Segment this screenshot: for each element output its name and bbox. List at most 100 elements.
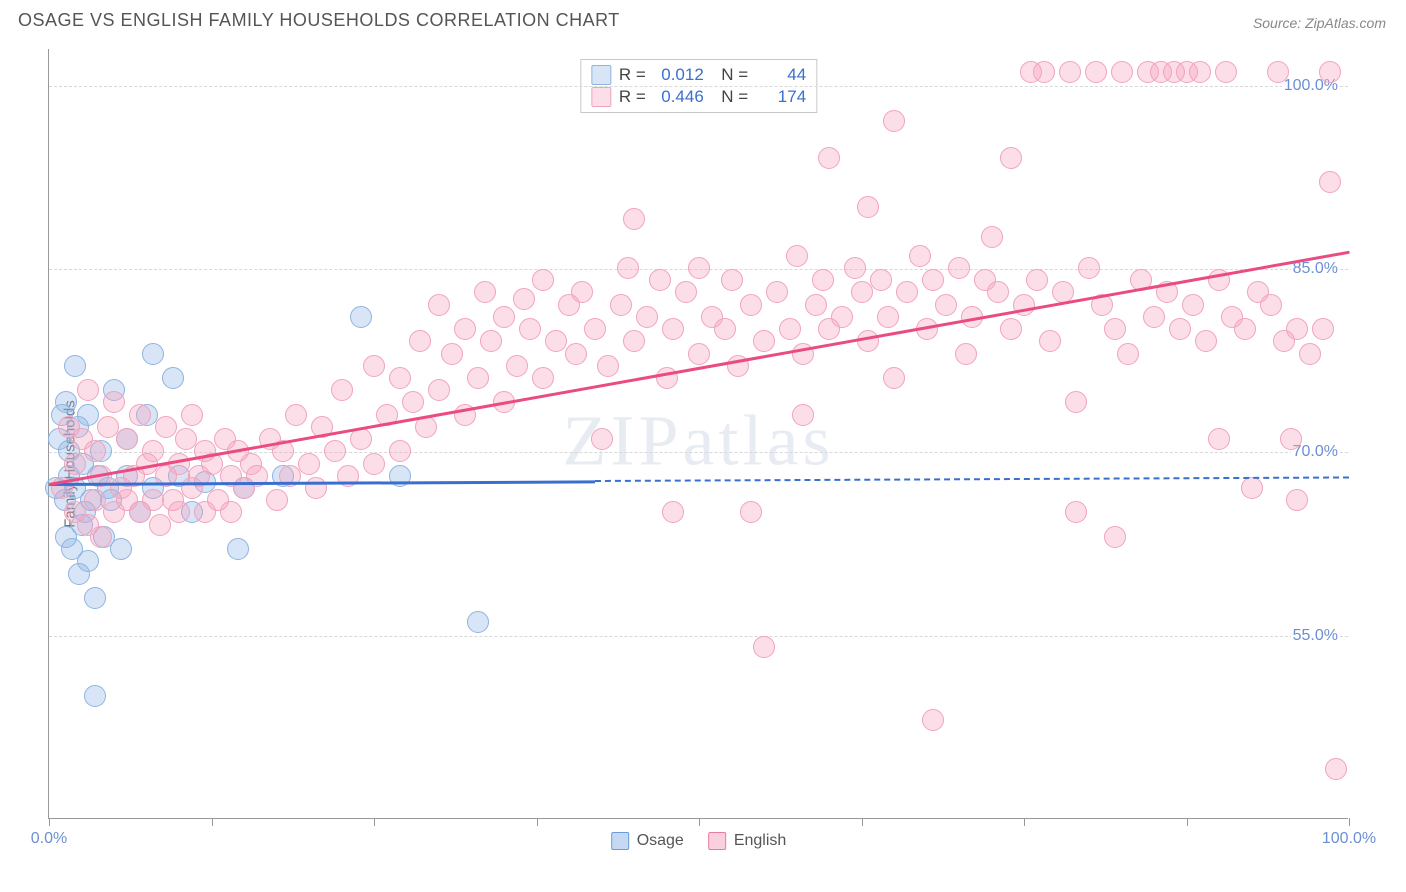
gridline-h	[49, 636, 1348, 637]
x-tick	[1349, 818, 1350, 826]
scatter-point	[129, 404, 151, 426]
scatter-point	[688, 343, 710, 365]
scatter-point	[1065, 391, 1087, 413]
scatter-point	[636, 306, 658, 328]
regression-line-extrapolated	[595, 477, 1349, 483]
scatter-point	[844, 257, 866, 279]
stat-r-value: 0.012	[654, 65, 704, 85]
scatter-point	[1319, 61, 1341, 83]
stat-n-label: N =	[712, 87, 748, 107]
chart-title: OSAGE VS ENGLISH FAMILY HOUSEHOLDS CORRE…	[18, 10, 620, 31]
scatter-point	[922, 709, 944, 731]
scatter-point	[786, 245, 808, 267]
scatter-point	[753, 636, 775, 658]
scatter-point	[1286, 489, 1308, 511]
stat-r-label: R =	[619, 87, 646, 107]
scatter-point	[116, 428, 138, 450]
source-label: Source: ZipAtlas.com	[1253, 15, 1386, 31]
scatter-point	[84, 440, 106, 462]
scatter-point	[740, 501, 762, 523]
scatter-point	[84, 489, 106, 511]
scatter-point	[571, 281, 593, 303]
scatter-point	[77, 550, 99, 572]
scatter-point	[467, 611, 489, 633]
scatter-point	[1117, 343, 1139, 365]
scatter-point	[623, 208, 645, 230]
scatter-point	[981, 226, 1003, 248]
scatter-point	[1260, 294, 1282, 316]
x-tick	[862, 818, 863, 826]
scatter-point	[779, 318, 801, 340]
scatter-point	[1078, 257, 1100, 279]
scatter-point	[753, 330, 775, 352]
scatter-point	[454, 318, 476, 340]
scatter-point	[545, 330, 567, 352]
scatter-point	[1104, 318, 1126, 340]
x-tick	[374, 818, 375, 826]
scatter-point	[1143, 306, 1165, 328]
scatter-point	[623, 330, 645, 352]
x-tick	[49, 818, 50, 826]
scatter-point	[955, 343, 977, 365]
scatter-point	[532, 269, 554, 291]
scatter-point	[987, 281, 1009, 303]
stat-n-value: 174	[756, 87, 806, 107]
legend-swatch	[591, 65, 611, 85]
scatter-point	[610, 294, 632, 316]
scatter-point	[363, 453, 385, 475]
scatter-point	[1033, 61, 1055, 83]
scatter-point	[831, 306, 853, 328]
scatter-point	[506, 355, 528, 377]
scatter-point	[168, 501, 190, 523]
scatter-point	[565, 343, 587, 365]
scatter-point	[675, 281, 697, 303]
scatter-point	[110, 538, 132, 560]
legend-item: Osage	[611, 832, 684, 850]
legend-swatch	[591, 87, 611, 107]
scatter-point	[1280, 428, 1302, 450]
scatter-point	[857, 196, 879, 218]
scatter-point	[1111, 61, 1133, 83]
scatter-point	[298, 453, 320, 475]
scatter-point	[870, 269, 892, 291]
scatter-point	[857, 330, 879, 352]
scatter-point	[77, 404, 99, 426]
chart-container: Family Households ZIPatlas R =0.012 N =4…	[0, 39, 1406, 889]
scatter-point	[266, 489, 288, 511]
scatter-point	[77, 379, 99, 401]
scatter-point	[97, 416, 119, 438]
scatter-point	[1195, 330, 1217, 352]
legend-stat-row: R =0.012 N =44	[591, 64, 806, 86]
scatter-point	[1189, 61, 1211, 83]
scatter-point	[662, 318, 684, 340]
scatter-point	[948, 257, 970, 279]
scatter-point	[1208, 428, 1230, 450]
x-tick	[699, 818, 700, 826]
scatter-point	[740, 294, 762, 316]
scatter-point	[428, 294, 450, 316]
scatter-point	[1059, 61, 1081, 83]
scatter-point	[467, 367, 489, 389]
y-tick-label: 55.0%	[1291, 627, 1340, 645]
scatter-point	[64, 355, 86, 377]
scatter-point	[84, 685, 106, 707]
scatter-point	[350, 306, 372, 328]
scatter-point	[285, 404, 307, 426]
scatter-point	[363, 355, 385, 377]
scatter-point	[818, 147, 840, 169]
scatter-point	[1104, 526, 1126, 548]
scatter-point	[851, 281, 873, 303]
scatter-point	[584, 318, 606, 340]
scatter-point	[142, 440, 164, 462]
scatter-point	[331, 379, 353, 401]
scatter-point	[480, 330, 502, 352]
scatter-point	[64, 453, 86, 475]
scatter-point	[142, 343, 164, 365]
stat-r-value: 0.446	[654, 87, 704, 107]
scatter-point	[84, 587, 106, 609]
scatter-point	[1299, 343, 1321, 365]
scatter-point	[493, 306, 515, 328]
scatter-point	[1241, 477, 1263, 499]
x-tick-label: 100.0%	[1322, 830, 1376, 848]
scatter-point	[812, 269, 834, 291]
